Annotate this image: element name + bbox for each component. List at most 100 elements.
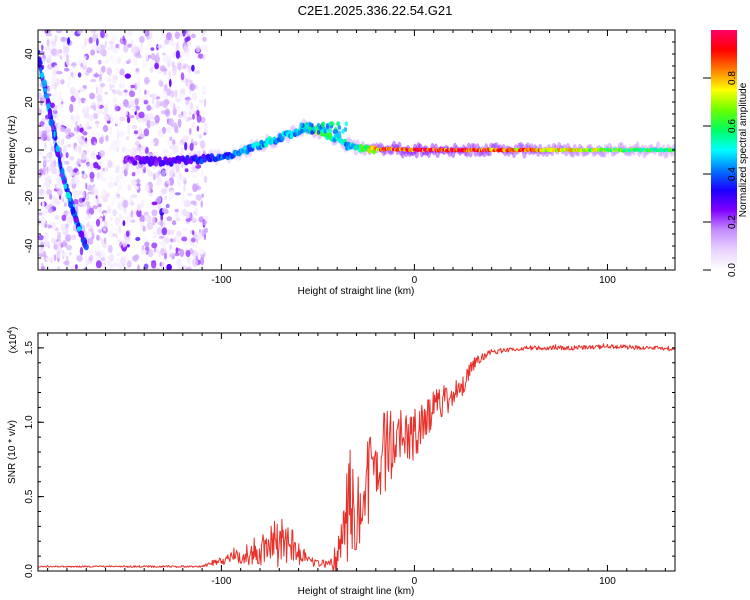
spectrogram-noise-cell	[51, 167, 58, 175]
spectrogram-noise-cell	[200, 200, 203, 208]
spectrogram-noise-cell	[127, 130, 131, 135]
colorbar-ticks: 0.0 0.2 0.4 0.6 0.8	[703, 71, 738, 277]
spectrogram-ridge-halo	[602, 150, 607, 158]
spectrogram-noise-cell	[109, 176, 114, 181]
spectrogram-streak-cell	[43, 92, 49, 100]
snr-y-ticks: 0.0 0.5 1.0 1.5	[24, 332, 675, 578]
spectrogram-streak-cell	[40, 72, 44, 79]
spectrogram-noise-cell	[130, 39, 134, 45]
spectrogram-noise-cell	[201, 220, 207, 226]
spectrogram-noise-cell	[57, 103, 63, 109]
spectrogram-noise-cell	[40, 126, 43, 130]
spectrogram-noise-cell	[106, 48, 110, 54]
spectrogram-noise-cell	[69, 251, 72, 256]
spectrogram-noise-cell	[100, 249, 105, 256]
spectrogram-noise-cell	[192, 229, 195, 236]
spectrogram-noise-cell	[128, 115, 135, 119]
spectrogram-noise-cell	[88, 207, 95, 215]
spectrogram-noise-cell	[194, 69, 201, 75]
spectrogram-streak-cell	[73, 216, 79, 224]
spectrogram-noise-cell	[72, 86, 75, 91]
spectrogram-noise-cell	[102, 124, 109, 133]
spectrogram-noise-cell	[127, 124, 131, 132]
spectrogram-noise-cell	[137, 118, 142, 123]
spectrogram-noise-cell	[177, 180, 181, 188]
spectrogram-noise-cell	[105, 135, 109, 142]
spectrogram-noise-cell	[80, 30, 83, 33]
spectrogram-noise-cell	[177, 118, 182, 128]
spectrogram-noise-cell	[93, 113, 99, 120]
spectrogram-noise-cell	[175, 98, 181, 102]
spectrogram-noise-cell	[200, 169, 204, 178]
spectrogram-noise-cell	[38, 261, 42, 269]
spectrogram-noise-cell	[183, 199, 190, 208]
spectrogram-noise-cell	[188, 79, 193, 84]
spectrogram-noise-cell	[38, 234, 44, 241]
spectrogram-noise-cell	[38, 108, 43, 115]
spectrogram-noise-cell	[66, 127, 71, 133]
spectrogram-streak-cell	[56, 151, 60, 156]
spectrogram-noise-cell	[115, 122, 119, 131]
spectrogram-noise-cell	[56, 114, 60, 121]
spectrogram-heatmap	[38, 30, 675, 270]
spectrogram-noise-cell	[195, 194, 198, 198]
spectrogram-noise-cell	[103, 237, 107, 244]
spectrogram-noise-cell	[194, 84, 198, 90]
spectrogram-noise-cell	[46, 38, 50, 48]
spectrogram-noise-cell	[122, 35, 125, 41]
spectrogram-noise-cell	[80, 62, 84, 68]
spectrogram-noise-cell	[189, 263, 192, 268]
spectrogram-noise-cell	[151, 260, 157, 269]
spectrogram-ridge-branch	[341, 129, 345, 134]
spectrogram-noise-cell	[111, 50, 119, 54]
spectrogram-noise-cell	[81, 170, 85, 175]
spectrogram-noise-cell	[162, 52, 166, 56]
spectrogram-noise-cell	[180, 72, 185, 81]
spectrogram-noise-cell	[152, 216, 156, 226]
spectrogram-noise-cell	[47, 30, 52, 35]
spectrogram-y-tick-label: 20	[24, 96, 35, 108]
spectrogram-noise-cell	[128, 90, 136, 98]
spectrogram-noise-cell	[148, 37, 152, 47]
spectrogram-noise-cell	[86, 146, 91, 154]
spectrogram-noise-cell	[174, 236, 177, 240]
spectrogram-noise-cell	[163, 258, 170, 263]
spectrogram-noise-cell	[146, 104, 152, 111]
spectrogram-noise-cell	[169, 99, 173, 108]
spectrogram-noise-cell	[163, 83, 168, 92]
spectrogram-noise-cell	[67, 264, 71, 268]
spectrogram-noise-cell	[78, 163, 81, 168]
spectrogram-noise-cell	[129, 173, 133, 177]
spectrogram-noise-cell	[43, 232, 49, 241]
spectrogram-noise-cell	[196, 125, 200, 132]
spectrogram-noise-cell	[190, 101, 193, 110]
spectrogram-noise-cell	[186, 36, 191, 41]
spectrogram-noise-cell	[169, 78, 172, 88]
spectrogram-noise-cell	[173, 103, 176, 112]
spectrogram-noise-cell	[61, 229, 67, 232]
spectrogram-noise-cell	[195, 194, 202, 201]
spectrogram-streak-cell	[63, 183, 68, 190]
spectrogram-noise-cell	[174, 252, 180, 257]
spectrogram-noise-cell	[56, 183, 60, 189]
spectrogram-noise-cell	[96, 171, 101, 180]
spectrogram-noise-cell	[105, 99, 110, 107]
spectrogram-y-label: Frequency (Hz)	[7, 116, 18, 185]
spectrogram-noise-cell	[68, 132, 75, 137]
spectrogram-noise-cell	[186, 134, 189, 142]
spectrogram-noise-cell	[45, 170, 48, 178]
spectrogram-noise-cell	[38, 151, 43, 156]
spectrogram-noise-cell	[203, 233, 207, 241]
spectrogram-ridge-branch	[320, 123, 325, 128]
spectrogram-noise-cell	[110, 195, 114, 200]
spectrogram-noise-cell	[189, 83, 196, 92]
spectrogram-noise-cell	[97, 206, 102, 213]
spectrogram-noise-cell	[127, 30, 133, 37]
spectrogram-noise-cell	[142, 60, 147, 68]
spectrogram-noise-cell	[112, 107, 115, 116]
spectrogram-noise-cell	[76, 158, 81, 166]
spectrogram-noise-cell	[156, 227, 162, 236]
spectrogram-noise-cell	[108, 159, 112, 168]
spectrogram-noise-cell	[160, 110, 167, 115]
spectrogram-noise-cell	[193, 200, 198, 207]
